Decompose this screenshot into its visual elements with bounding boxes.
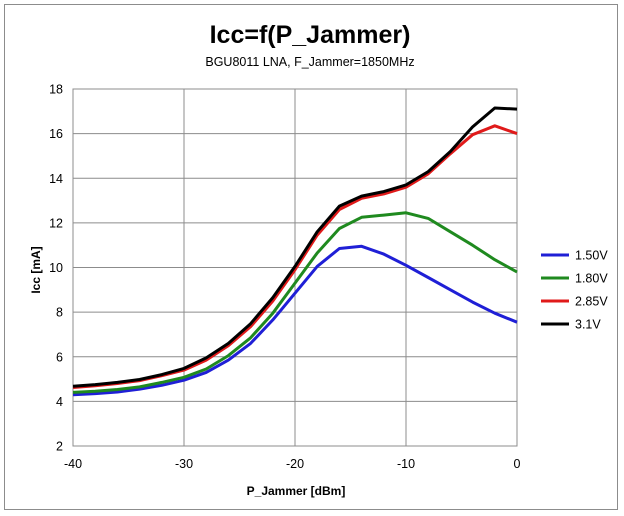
legend-label: 3.1V: [575, 318, 601, 332]
x-tick-label: -30: [175, 457, 193, 471]
x-tick-label: 0: [514, 457, 521, 471]
y-tick-label: 2: [56, 440, 63, 454]
series-line: [72, 106, 518, 388]
chart-subtitle: BGU8011 LNA, F_Jammer=1850MHz: [205, 55, 414, 69]
chart-title: Icc=f(P_Jammer): [210, 21, 411, 49]
y-axis-label: Icc [mA]: [29, 246, 43, 293]
series-lines: [72, 106, 518, 397]
series-line: [72, 211, 518, 394]
legend: 1.50V 1.80V 2.85V 3.1V: [541, 249, 608, 332]
legend-label: 1.80V: [575, 272, 608, 286]
x-tick-label: -40: [64, 457, 82, 471]
legend-label: 1.50V: [575, 249, 608, 263]
x-tick-label: -10: [397, 457, 415, 471]
grid-lines: [72, 88, 518, 447]
x-tick-label: -20: [286, 457, 304, 471]
series-line: [72, 244, 518, 397]
y-tick-label: 4: [56, 395, 63, 409]
legend-label: 2.85V: [575, 295, 608, 309]
y-tick-label: 12: [49, 216, 63, 230]
y-tick-label: 18: [49, 83, 63, 97]
y-tick-label: 8: [56, 306, 63, 320]
y-tick-labels: 2 4 6 8 10 12 14 16 18: [49, 83, 63, 454]
x-axis-label: P_Jammer [dBm]: [247, 484, 346, 498]
y-tick-label: 14: [49, 172, 63, 186]
y-tick-label: 10: [49, 261, 63, 275]
y-tick-label: 6: [56, 350, 63, 364]
x-tick-labels: -40 -30 -20 -10 0: [64, 457, 521, 471]
y-tick-label: 16: [49, 127, 63, 141]
